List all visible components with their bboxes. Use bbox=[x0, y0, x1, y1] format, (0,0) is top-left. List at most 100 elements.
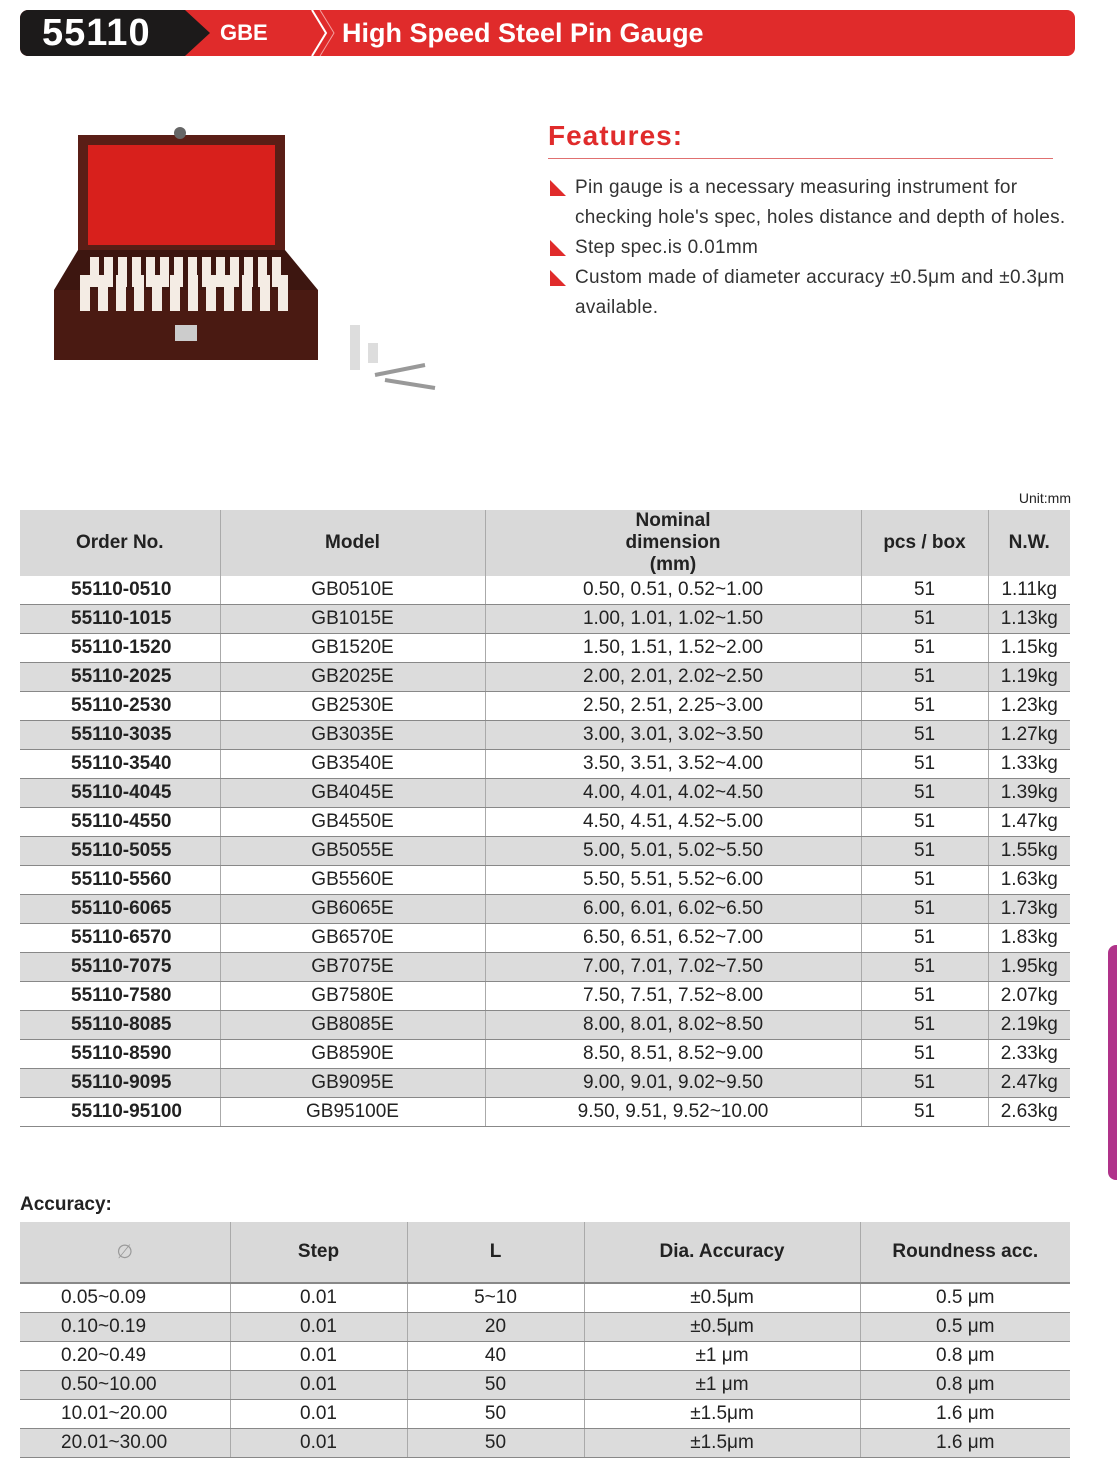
table-cell: 55110-9095 bbox=[20, 1068, 220, 1098]
accuracy-table: ∅ Step L Dia. Accuracy Roundness acc. 0.… bbox=[20, 1222, 1070, 1458]
table-cell: 51 bbox=[860, 807, 989, 837]
models-table: Order No. Model Nominal dimension (mm) p… bbox=[20, 510, 1070, 1127]
table-cell: 55110-6065 bbox=[20, 894, 220, 924]
table-cell: GB8590E bbox=[219, 1039, 485, 1069]
table-cell: 0.10~0.19 bbox=[20, 1312, 230, 1342]
table-cell: 1.55kg bbox=[987, 836, 1070, 866]
table-row: 0.05~0.09 0.01 5~10 ±0.5μm 0.5 μm bbox=[20, 1283, 1070, 1313]
table-cell: 55110-95100 bbox=[20, 1097, 220, 1127]
table-cell: ±1.5μm bbox=[583, 1399, 860, 1429]
table-cell: 5~10 bbox=[406, 1283, 584, 1313]
col-header: N.W. bbox=[987, 510, 1070, 576]
table-cell: GB6570E bbox=[219, 923, 485, 953]
features-title: Features: bbox=[548, 120, 1053, 159]
table-cell: GB2025E bbox=[219, 662, 485, 692]
table-row: 55110-8590 GB8590E 8.50, 8.51, 8.52~9.00 51… bbox=[20, 1039, 1070, 1069]
table-row: 55110-6065 GB6065E 6.00, 6.01, 6.02~6.50 51… bbox=[20, 894, 1070, 924]
table-row: 55110-95100 GB95100E 9.50, 9.51, 9.52~10.0… bbox=[20, 1097, 1070, 1127]
table-cell: 6.50, 6.51, 6.52~7.00 bbox=[484, 923, 862, 953]
table-cell: 0.01 bbox=[229, 1283, 407, 1313]
table-cell: ±0.5μm bbox=[583, 1283, 860, 1313]
table-cell: ±0.5μm bbox=[583, 1312, 860, 1342]
table-cell: GB1015E bbox=[219, 604, 485, 634]
table-cell: GB4045E bbox=[219, 778, 485, 808]
table-cell: GB0510E bbox=[219, 576, 485, 605]
table-cell: 55110-3540 bbox=[20, 749, 220, 779]
table-cell: GB3035E bbox=[219, 720, 485, 750]
table-cell: 55110-4550 bbox=[20, 807, 220, 837]
table-cell: 20.01~30.00 bbox=[20, 1428, 230, 1458]
table-cell: 1.11kg bbox=[987, 576, 1070, 605]
table-cell: 51 bbox=[860, 981, 989, 1011]
table-cell: GB7580E bbox=[219, 981, 485, 1011]
table-cell: 55110-6570 bbox=[20, 923, 220, 953]
table-row: 55110-2025 GB2025E 2.00, 2.01, 2.02~2.50 51… bbox=[20, 662, 1070, 692]
table-cell: 51 bbox=[860, 778, 989, 808]
table-row: 55110-5055 GB5055E 5.00, 5.01, 5.02~5.50 51… bbox=[20, 836, 1070, 866]
col-header: Model bbox=[219, 510, 485, 576]
table-cell: 51 bbox=[860, 1010, 989, 1040]
table-cell: 51 bbox=[860, 1097, 989, 1127]
table-cell: 0.20~0.49 bbox=[20, 1341, 230, 1371]
table-cell: 1.73kg bbox=[987, 894, 1070, 924]
table-cell: 9.00, 9.01, 9.02~9.50 bbox=[484, 1068, 862, 1098]
table-cell: 1.19kg bbox=[987, 662, 1070, 692]
table-cell: 55110-2025 bbox=[20, 662, 220, 692]
table-cell: GB6065E bbox=[219, 894, 485, 924]
table-cell: 40 bbox=[406, 1341, 584, 1371]
product-image-pin-gauge-case bbox=[54, 127, 436, 390]
table-cell: 4.00, 4.01, 4.02~4.50 bbox=[484, 778, 862, 808]
table-row: 55110-0510 GB0510E 0.50, 0.51, 0.52~1.00 51… bbox=[20, 576, 1070, 605]
table-cell: 55110-5055 bbox=[20, 836, 220, 866]
table-cell: 1.39kg bbox=[987, 778, 1070, 808]
table-row: 55110-7075 GB7075E 7.00, 7.01, 7.02~7.50 51… bbox=[20, 952, 1070, 982]
table-cell: 55110-1520 bbox=[20, 633, 220, 663]
table-cell: 5.00, 5.01, 5.02~5.50 bbox=[484, 836, 862, 866]
table-row: 55110-1015 GB1015E 1.00, 1.01, 1.02~1.50 51… bbox=[20, 604, 1070, 634]
col-header-diameter: ∅ bbox=[20, 1222, 230, 1284]
unit-label: Unit:mm bbox=[1018, 490, 1071, 506]
table-cell: 2.33kg bbox=[987, 1039, 1070, 1069]
feature-item: Custom made of diameter accuracy ±0.5μm … bbox=[548, 263, 1088, 323]
table-cell: 50 bbox=[406, 1399, 584, 1429]
table-row: 55110-7580 GB7580E 7.50, 7.51, 7.52~8.00 51… bbox=[20, 981, 1070, 1011]
table-cell: 2.19kg bbox=[987, 1010, 1070, 1040]
table-row: 0.20~0.49 0.01 40 ±1 μm 0.8 μm bbox=[20, 1341, 1070, 1371]
table-cell: 8.50, 8.51, 8.52~9.00 bbox=[484, 1039, 862, 1069]
table-cell: 1.6 μm bbox=[859, 1428, 1070, 1458]
table-row: 55110-3035 GB3035E 3.00, 3.01, 3.02~3.50 51… bbox=[20, 720, 1070, 750]
table-cell: ±1 μm bbox=[583, 1370, 860, 1400]
table-cell: 3.00, 3.01, 3.02~3.50 bbox=[484, 720, 862, 750]
table-cell: 2.50, 2.51, 2.25~3.00 bbox=[484, 691, 862, 721]
table-row: 55110-9095 GB9095E 9.00, 9.01, 9.02~9.50 51… bbox=[20, 1068, 1070, 1098]
table-cell: 1.00, 1.01, 1.02~1.50 bbox=[484, 604, 862, 634]
table-cell: 1.95kg bbox=[987, 952, 1070, 982]
table-cell: GB2530E bbox=[219, 691, 485, 721]
title-banner: 55110 GBE High Speed Steel Pin Gauge bbox=[20, 10, 1075, 56]
table-cell: 2.63kg bbox=[987, 1097, 1070, 1127]
table-cell: 55110-5560 bbox=[20, 865, 220, 895]
table-cell: 1.23kg bbox=[987, 691, 1070, 721]
table-cell: 1.33kg bbox=[987, 749, 1070, 779]
table-row: 55110-3540 GB3540E 3.50, 3.51, 3.52~4.00 51… bbox=[20, 749, 1070, 779]
table-row: 10.01~20.00 0.01 50 ±1.5μm 1.6 μm bbox=[20, 1399, 1070, 1429]
table-cell: 2.47kg bbox=[987, 1068, 1070, 1098]
feature-item: Step spec.is 0.01mm bbox=[548, 233, 1088, 263]
table-cell: 1.6 μm bbox=[859, 1399, 1070, 1429]
col-header: Dia. Accuracy bbox=[583, 1222, 860, 1284]
table-cell: 51 bbox=[860, 865, 989, 895]
table-row: 55110-1520 GB1520E 1.50, 1.51, 1.52~2.00 51… bbox=[20, 633, 1070, 663]
feature-item: Pin gauge is a necessary measuring instr… bbox=[548, 173, 1088, 233]
table-cell: 51 bbox=[860, 749, 989, 779]
brand-label: GBE bbox=[220, 20, 268, 45]
table-cell: 8.00, 8.01, 8.02~8.50 bbox=[484, 1010, 862, 1040]
table-cell: 20 bbox=[406, 1312, 584, 1342]
table-row: 55110-6570 GB6570E 6.50, 6.51, 6.52~7.00 51… bbox=[20, 923, 1070, 953]
table-row: 55110-4045 GB4045E 4.00, 4.01, 4.02~4.50 51… bbox=[20, 778, 1070, 808]
table-cell: 0.50~10.00 bbox=[20, 1370, 230, 1400]
table-cell: GB5055E bbox=[219, 836, 485, 866]
table-cell: 50 bbox=[406, 1370, 584, 1400]
table-cell: 5.50, 5.51, 5.52~6.00 bbox=[484, 865, 862, 895]
table-cell: 0.01 bbox=[229, 1399, 407, 1429]
table-cell: 51 bbox=[860, 1068, 989, 1098]
